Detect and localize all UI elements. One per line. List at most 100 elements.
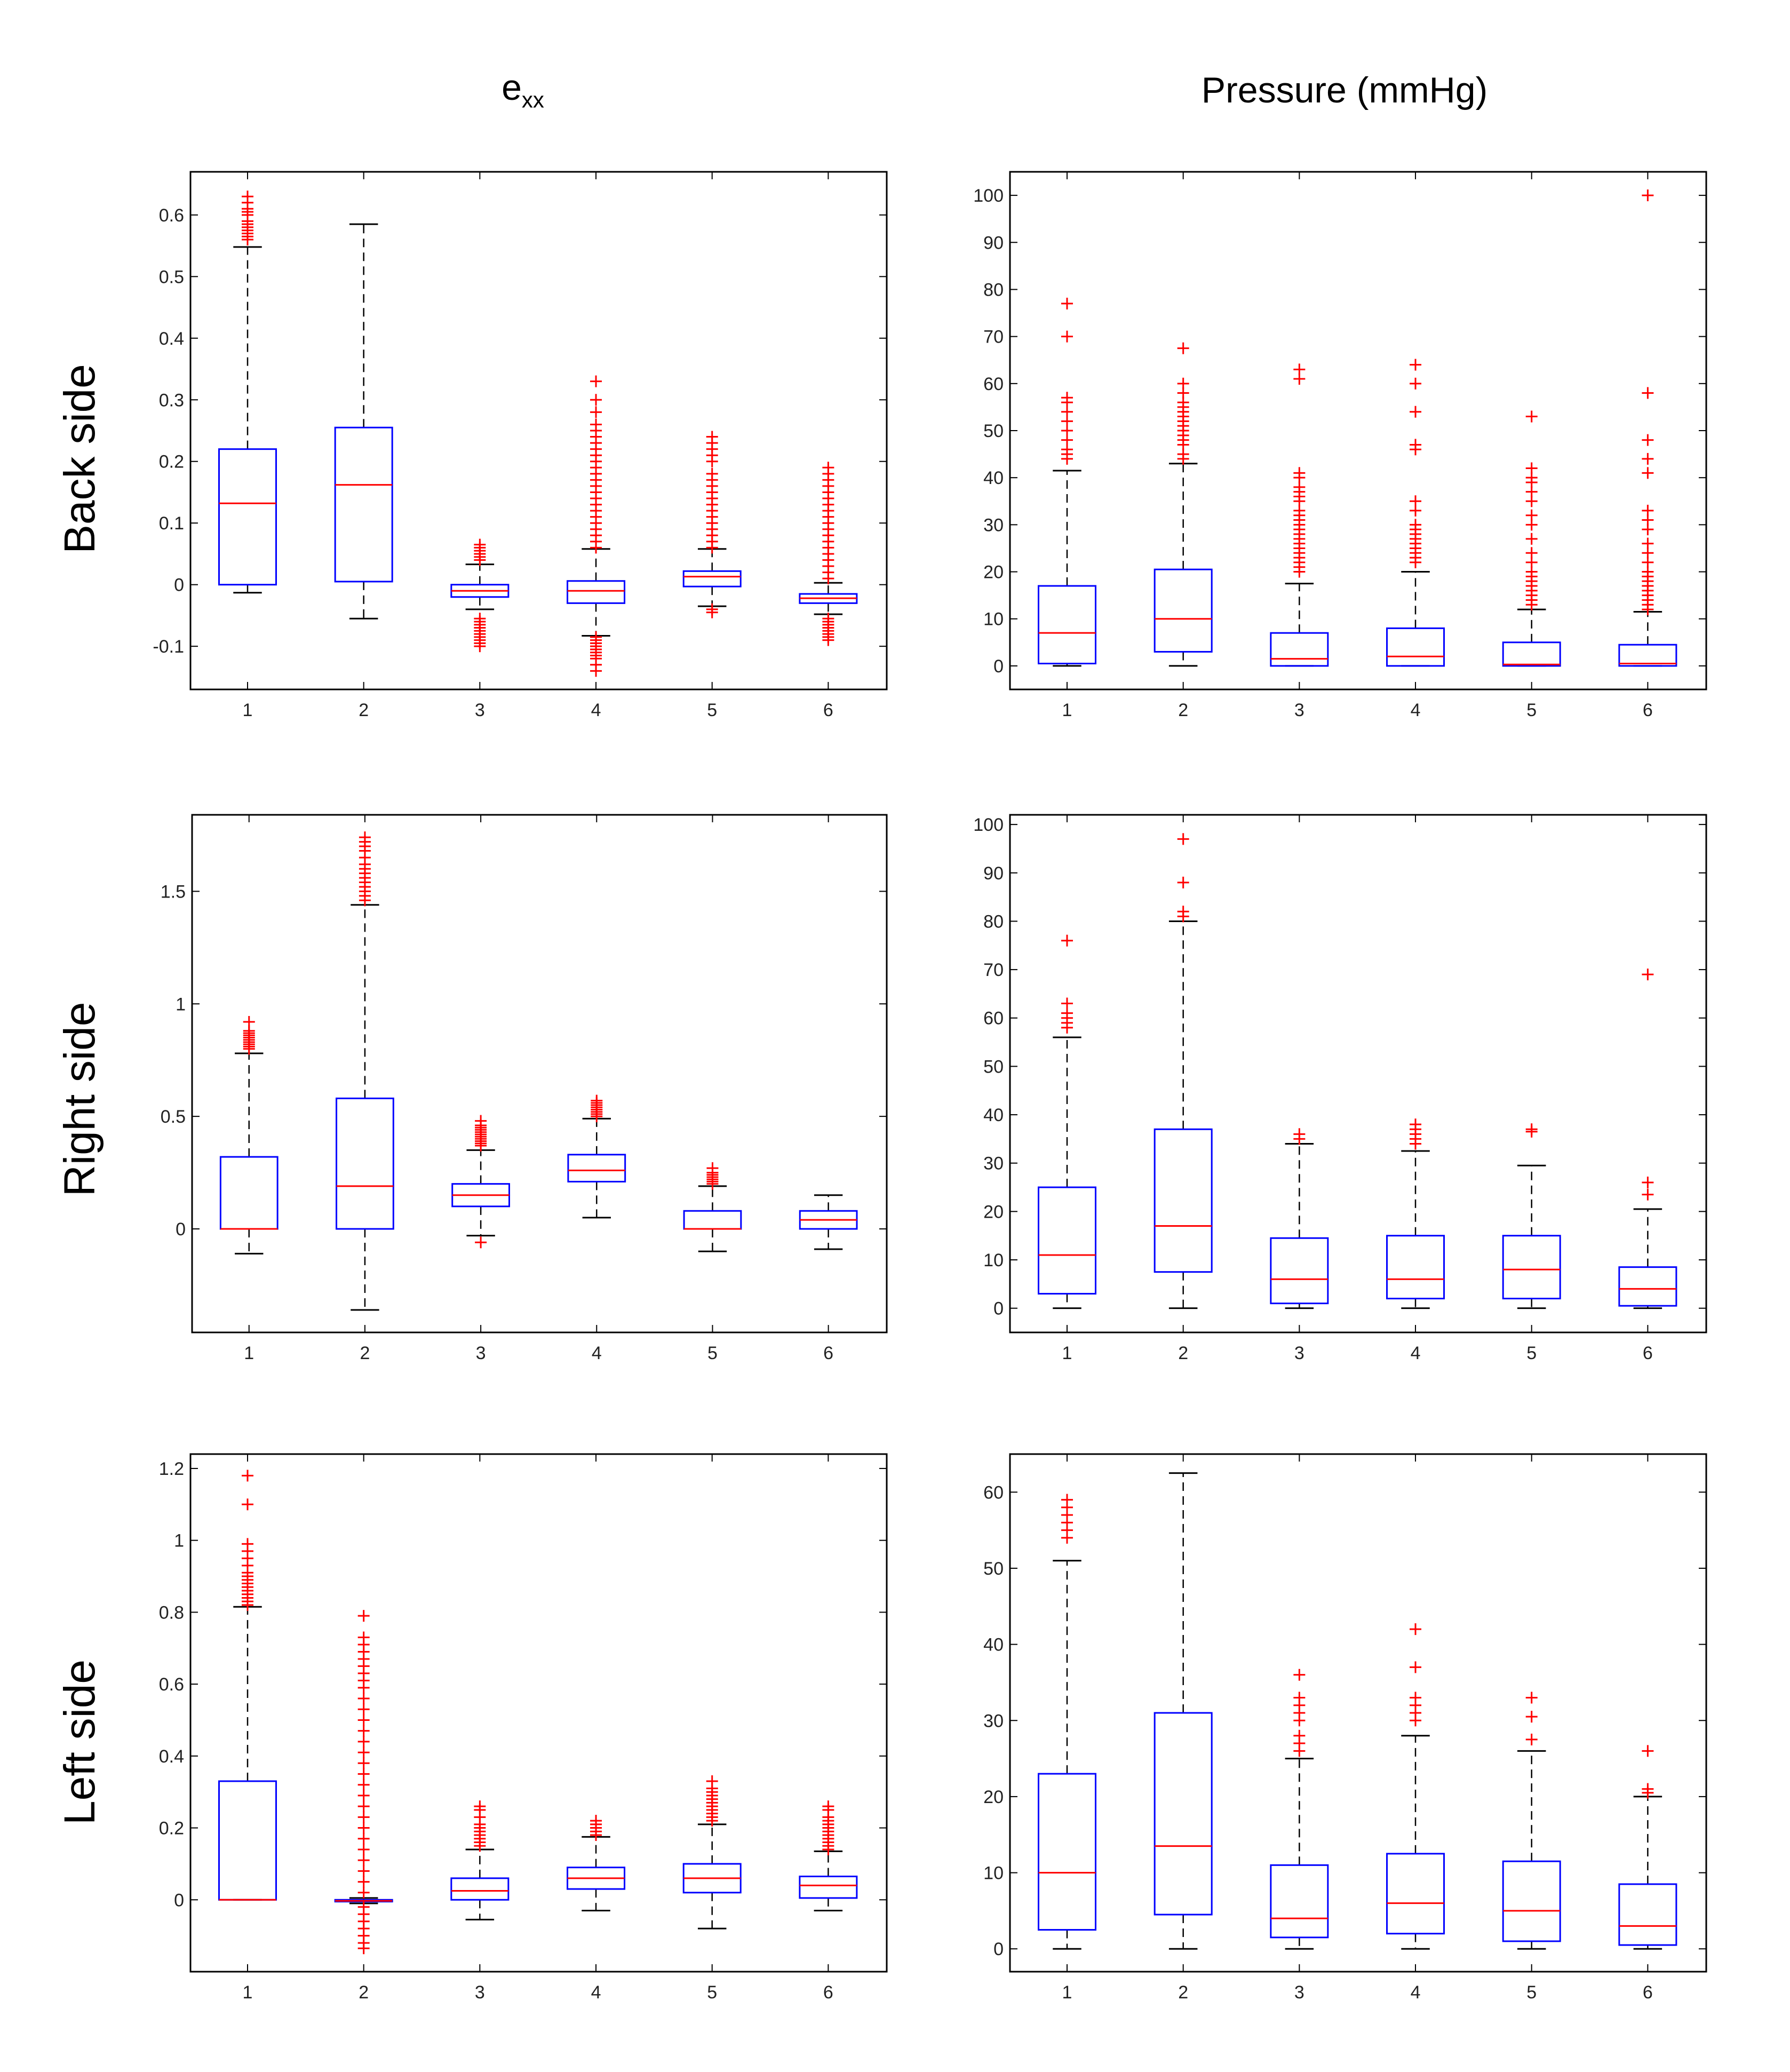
x-tick-label: 2: [1178, 1343, 1188, 1363]
outlier-marker: [357, 1822, 370, 1834]
x-tick-label: 3: [476, 1343, 486, 1363]
box-iqr: [334, 426, 393, 583]
box-iqr: [1153, 1128, 1213, 1273]
x-tick-label: 1: [1062, 1982, 1072, 2003]
outlier-marker: [822, 1800, 834, 1813]
box-iqr: [336, 1097, 394, 1230]
outlier-marker: [357, 1854, 370, 1867]
x-tick-label: 6: [1643, 700, 1653, 720]
outlier-marker: [357, 1757, 370, 1769]
y-tick-label: 20: [983, 562, 1004, 583]
x-tick-label: 1: [244, 1343, 254, 1363]
box-iqr: [450, 1877, 510, 1901]
boxplot-panel-2: 0 10 20 30 40 50 60 70 80 90 100 1 2 3 4 5 6: [973, 171, 1707, 720]
outlier-marker: [357, 1779, 370, 1791]
box-iqr: [683, 1210, 742, 1230]
outlier-marker: [1525, 1123, 1538, 1136]
outlier-marker: [357, 1631, 370, 1644]
axes-frame: [189, 1453, 888, 1973]
outlier-marker: [706, 606, 718, 618]
outlier-marker: [243, 1016, 255, 1028]
y-tick-label: 60: [983, 1482, 1004, 1503]
outlier-marker: [357, 1865, 370, 1877]
box-iqr: [799, 1875, 858, 1899]
outlier-marker: [475, 1115, 487, 1127]
y-tick-label: 0.6: [159, 1674, 184, 1695]
y-tick-label: 20: [983, 1202, 1004, 1222]
boxplot-panel-3: 0 0.5 1 1.5 1 2 3 4 5 6: [161, 814, 888, 1363]
x-tick-label: 6: [1643, 1343, 1653, 1363]
y-tick-label: 30: [983, 515, 1004, 535]
outlier-marker: [357, 1693, 370, 1705]
box-iqr: [219, 1156, 279, 1230]
outlier-marker: [357, 1811, 370, 1823]
x-tick-label: 2: [359, 700, 369, 720]
outlier-marker: [590, 375, 602, 387]
outlier-marker: [1525, 1733, 1538, 1745]
x-tick-label: 2: [1178, 1982, 1188, 2003]
outlier-marker: [475, 1236, 487, 1249]
box-iqr: [218, 1780, 277, 1901]
outlier-marker: [1525, 410, 1538, 423]
box-iqr: [1270, 1864, 1329, 1939]
x-tick-label: 5: [1526, 700, 1537, 720]
outlier-marker: [1525, 462, 1538, 474]
outlier-marker: [1525, 1711, 1538, 1723]
y-tick-label: 70: [983, 960, 1004, 980]
y-tick-label: 50: [983, 421, 1004, 441]
y-tick-label: 0: [174, 575, 184, 596]
y-tick-label: 0: [993, 1939, 1004, 1959]
outlier-marker: [357, 1876, 370, 1888]
y-tick-label: 1: [176, 994, 186, 1014]
outlier-marker: [1410, 495, 1422, 507]
outlier-marker: [1410, 406, 1422, 418]
x-tick-label: 3: [1294, 1343, 1304, 1363]
x-tick-label: 1: [243, 1982, 253, 2003]
outlier-marker: [706, 431, 718, 443]
outlier-marker: [591, 1094, 603, 1107]
y-tick-label: -0.1: [153, 637, 184, 657]
outlier-marker: [1061, 330, 1073, 343]
outlier-marker: [357, 1714, 370, 1726]
y-tick-label: 0: [174, 1890, 184, 1910]
outlier-marker: [359, 831, 371, 844]
axes-frame: [1009, 171, 1707, 690]
outlier-marker: [1293, 1692, 1306, 1704]
outlier-marker: [357, 1703, 370, 1716]
y-tick-label: 0: [993, 1299, 1004, 1319]
y-tick-label: 0.3: [159, 390, 184, 410]
x-tick-label: 2: [1178, 700, 1188, 720]
y-tick-label: 50: [983, 1559, 1004, 1579]
outlier-marker: [1293, 1669, 1306, 1681]
box-iqr: [1038, 1186, 1097, 1295]
box-iqr: [1502, 1235, 1561, 1300]
outlier-marker: [1642, 1745, 1654, 1757]
box-iqr: [1153, 1712, 1213, 1916]
pressure-column-title: Pressure (mmHg): [1201, 70, 1488, 110]
outlier-marker: [474, 538, 486, 551]
y-tick-label: 0.5: [159, 267, 184, 287]
y-tick-label: 0.6: [159, 205, 184, 226]
outlier-marker: [1410, 439, 1422, 451]
box-iqr: [1270, 1237, 1329, 1305]
box-iqr: [1386, 1235, 1445, 1300]
box-iqr: [218, 448, 277, 586]
y-tick-label: 90: [983, 233, 1004, 253]
outlier-marker: [1642, 504, 1654, 517]
outlier-marker: [357, 1610, 370, 1622]
y-tick-label: 0: [993, 656, 1004, 677]
outlier-marker: [1642, 537, 1654, 550]
y-tick-label: 40: [983, 1635, 1004, 1655]
axes-frame: [1009, 1453, 1707, 1973]
outlier-marker: [1061, 1494, 1073, 1506]
outlier-marker: [1642, 189, 1654, 202]
outlier-marker: [474, 1800, 486, 1813]
outlier-marker: [1061, 997, 1073, 1010]
outlier-marker: [1410, 1623, 1422, 1636]
x-tick-label: 4: [591, 700, 601, 720]
outlier-marker: [1642, 1783, 1654, 1795]
outlier-marker: [242, 190, 254, 203]
x-tick-label: 3: [475, 700, 485, 720]
y-tick-label: 40: [983, 1105, 1004, 1125]
